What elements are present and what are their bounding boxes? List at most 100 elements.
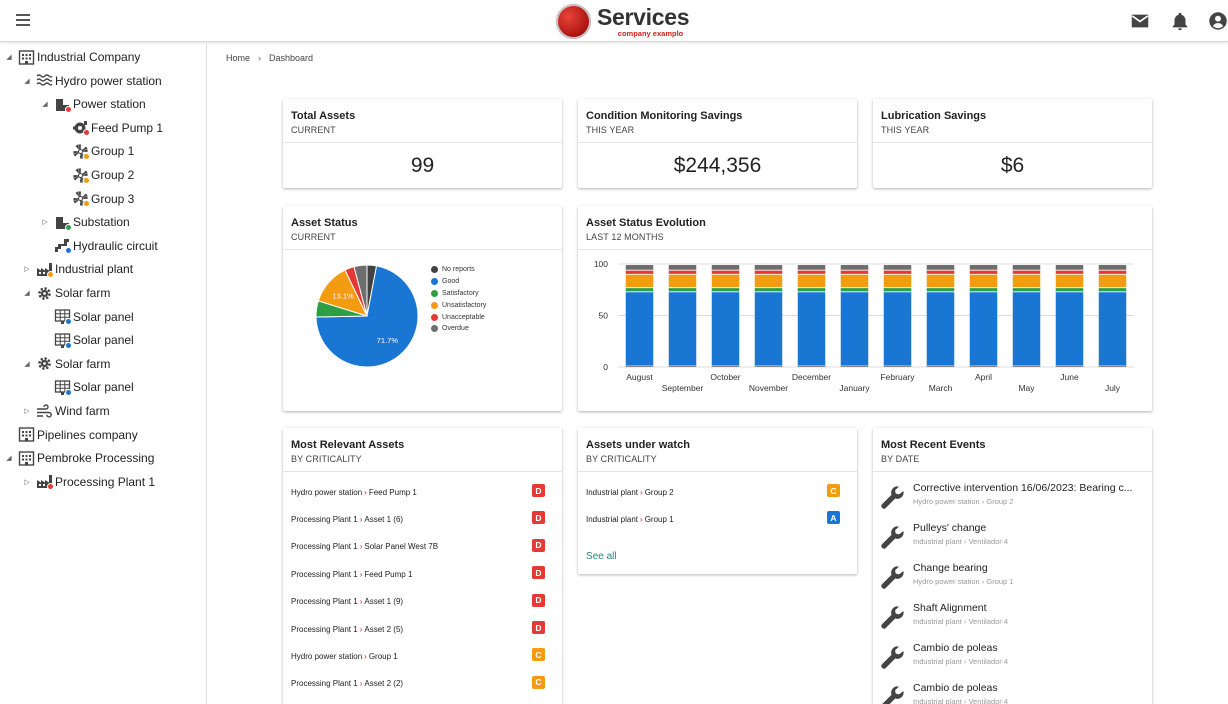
bar-segment[interactable] (969, 274, 998, 288)
tree-collapsed-icon[interactable]: ▷ (24, 478, 30, 486)
bar-segment[interactable] (711, 265, 740, 271)
tree-node[interactable]: ◢ Hydro power station (22, 70, 161, 92)
asset-list-item[interactable]: Processing Plant 1 › Asset 2 (5) D (291, 620, 545, 638)
bar-segment[interactable] (1012, 274, 1041, 288)
bar-segment[interactable] (625, 287, 654, 292)
bar-segment[interactable] (926, 287, 955, 292)
lubrication-savings-card[interactable]: Lubrication Savings THIS YEAR $6 (873, 99, 1152, 188)
asset-name-link[interactable]: Feed Pump 1 (368, 487, 417, 497)
tree-node[interactable]: ◢ Industrial Company (4, 46, 140, 68)
bar-segment[interactable] (1098, 287, 1127, 292)
bar-segment[interactable] (668, 270, 697, 275)
bar-segment[interactable] (840, 287, 869, 292)
bar-segment[interactable] (883, 365, 912, 367)
asset-list-item[interactable]: Industrial plant › Group 1 A (586, 510, 840, 528)
bar-segment[interactable] (969, 291, 998, 366)
bar-segment[interactable] (711, 287, 740, 292)
hamburger-menu-icon[interactable] (12, 11, 34, 31)
bar-segment[interactable] (625, 270, 654, 275)
asset-list-item[interactable]: Processing Plant 1 › Asset 1 (9) D (291, 593, 545, 611)
pie-slice-overdue[interactable] (353, 264, 368, 317)
legend-item[interactable]: Good (431, 276, 486, 288)
bar-segment[interactable] (754, 365, 783, 367)
bar-segment[interactable] (668, 265, 697, 271)
asset-list-item[interactable]: Processing Plant 1 › Solar Panel West 7B D (291, 538, 545, 556)
event-item[interactable]: Shaft Alignment Industrial plant › Ventil… (879, 602, 1149, 638)
event-item[interactable]: Cambio de poleas Industrial plant › Venti… (879, 642, 1149, 678)
account-circle-icon[interactable] (1207, 10, 1228, 32)
tree-collapsed-icon[interactable]: ▷ (24, 266, 30, 274)
bar-segment[interactable] (1055, 270, 1084, 275)
bar-segment[interactable] (754, 274, 783, 288)
tree-expanded-icon[interactable]: ◢ (42, 101, 48, 109)
asset-name-link[interactable]: Feed Pump 1 (364, 569, 413, 579)
asset-name-link[interactable]: Solar Panel West 7B (364, 542, 439, 552)
event-item[interactable]: Change bearing Hydro power station › Grou… (879, 562, 1149, 598)
tree-node[interactable]: ◢ Power station (40, 93, 146, 115)
tree-collapsed-icon[interactable]: ▷ (24, 408, 30, 415)
bar-segment[interactable] (625, 365, 654, 367)
bar-segment[interactable] (883, 270, 912, 275)
bar-segment[interactable] (668, 274, 697, 288)
bar-segment[interactable] (1098, 270, 1127, 275)
bar-segment[interactable] (1055, 274, 1084, 288)
asset-list-item[interactable]: Industrial plant › Group 2 C (586, 483, 840, 501)
asset-name-link[interactable]: Group 1 (644, 514, 674, 524)
tree-node[interactable]: ▷ Industrial plant (22, 258, 133, 280)
asset-name-link[interactable]: Asset 1 (6) (364, 514, 404, 524)
tree-node[interactable]: Group 1 (58, 140, 134, 162)
bar-segment[interactable] (754, 291, 783, 366)
bar-segment[interactable] (754, 287, 783, 292)
bar-segment[interactable] (840, 291, 869, 366)
bar-segment[interactable] (711, 270, 740, 275)
tree-node[interactable]: Solar panel (40, 376, 134, 398)
tree-node[interactable]: ▷ Substation (40, 211, 130, 233)
bar-segment[interactable] (797, 287, 826, 292)
asset-name-link[interactable]: Asset 2 (5) (364, 624, 404, 634)
bar-segment[interactable] (1012, 291, 1041, 366)
bar-segment[interactable] (926, 270, 955, 275)
asset-parent-link[interactable]: Processing Plant 1 (291, 597, 358, 607)
tree-expanded-icon[interactable]: ◢ (6, 54, 12, 61)
asset-list-item[interactable]: Processing Plant 1 › Feed Pump 1 D (291, 565, 545, 583)
tree-node[interactable]: Group 3 (58, 188, 134, 210)
bar-segment[interactable] (668, 291, 697, 366)
tree-node[interactable]: ◢ Solar farm (22, 353, 110, 375)
bar-segment[interactable] (1098, 274, 1127, 288)
bar-segment[interactable] (883, 287, 912, 292)
condition-monitoring-savings-card[interactable]: Condition Monitoring Savings THIS YEAR $… (578, 99, 857, 188)
tree-expanded-icon[interactable]: ◢ (24, 360, 30, 368)
notifications-bell-icon[interactable] (1169, 10, 1191, 32)
bar-segment[interactable] (840, 274, 869, 288)
asset-list-item[interactable]: Hydro power station › Feed Pump 1 D (291, 483, 545, 501)
bar-segment[interactable] (668, 365, 697, 367)
asset-name-link[interactable]: Group 1 (368, 651, 398, 661)
event-item[interactable]: Pulleys' change Industrial plant › Ventil… (879, 522, 1149, 558)
legend-item[interactable]: No reports (431, 264, 486, 276)
bar-segment[interactable] (1055, 265, 1084, 271)
bar-segment[interactable] (711, 291, 740, 366)
bar-segment[interactable] (1098, 291, 1127, 366)
tree-expanded-icon[interactable]: ◢ (6, 455, 12, 463)
bar-segment[interactable] (797, 291, 826, 366)
breadcrumb-home-link[interactable]: Home (226, 53, 251, 63)
bar-segment[interactable] (754, 270, 783, 275)
asset-name-link[interactable]: Group 2 (644, 487, 674, 497)
bar-segment[interactable] (840, 270, 869, 275)
legend-item[interactable]: Satisfactory (431, 288, 486, 300)
tree-expanded-icon[interactable]: ◢ (24, 77, 30, 85)
asset-parent-link[interactable]: Processing Plant 1 (291, 542, 358, 552)
bar-segment[interactable] (969, 365, 998, 367)
bar-segment[interactable] (797, 265, 826, 271)
asset-name-link[interactable]: Asset 1 (9) (364, 597, 404, 607)
tree-collapsed-icon[interactable]: ▷ (42, 219, 48, 227)
bar-segment[interactable] (711, 365, 740, 367)
tree-node[interactable]: ▷ Processing Plant 1 (22, 471, 155, 493)
asset-parent-link[interactable]: Hydro power station (291, 487, 363, 497)
event-item[interactable]: Corrective intervention 16/06/2023: Bear… (879, 482, 1149, 518)
bar-segment[interactable] (1098, 365, 1127, 367)
bar-segment[interactable] (969, 265, 998, 271)
tree-node[interactable]: Hydraulic circuit (40, 235, 158, 257)
tree-node[interactable]: Feed Pump 1 (58, 117, 163, 139)
total-assets-card[interactable]: Total Assets CURRENT 99 (283, 99, 562, 188)
